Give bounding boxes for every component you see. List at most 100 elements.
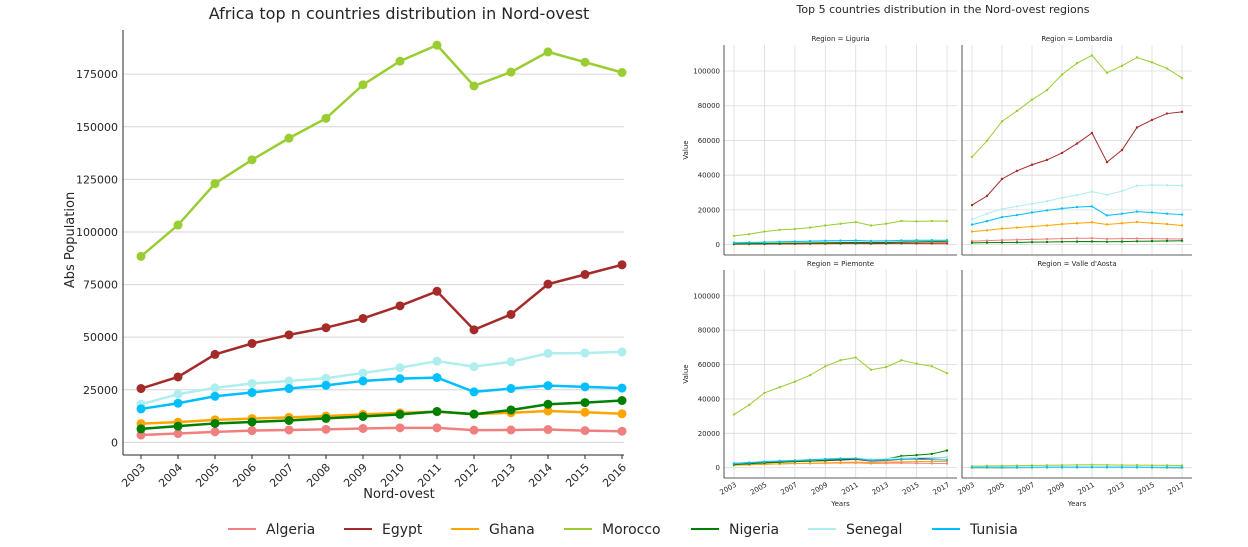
facet-point-algeria [1060, 237, 1064, 240]
main-point-tunisia [432, 373, 442, 383]
facet-series-senegal [970, 183, 1184, 221]
facet-point-tunisia [1045, 209, 1049, 212]
legend-entry-egypt: Egypt [344, 522, 423, 538]
main-point-tunisia [395, 374, 405, 384]
main-point-nigeria [395, 409, 405, 419]
facet-chart: Top 5 countries distribution in the Nord… [682, 3, 1192, 508]
facet-point-tunisia [1000, 215, 1004, 219]
main-x-tick-label: 2007 [267, 461, 296, 490]
facet-point-tunisia [930, 458, 933, 461]
facet-series-algeria [970, 236, 1184, 243]
main-point-nigeria [210, 418, 220, 428]
facet-point-tunisia [970, 466, 974, 469]
facet-point-egypt [1135, 126, 1139, 129]
facet-x-tick-label: 2013 [1107, 481, 1126, 497]
main-point-tunisia [506, 384, 516, 394]
facet-point-morocco [1030, 464, 1034, 467]
facet-series-tunisia [732, 457, 949, 465]
facet-point-tunisia [1030, 466, 1034, 469]
facet-point-ghana [1150, 221, 1154, 225]
facet-point-tunisia [1075, 205, 1079, 209]
facet-series-tunisia [970, 465, 1184, 469]
facet-point-morocco [1120, 64, 1124, 68]
main-point-tunisia [358, 376, 368, 386]
legend-entry-senegal: Senegal [808, 522, 902, 538]
facet-line-morocco [733, 356, 948, 415]
main-point-morocco [506, 67, 516, 77]
facet-y-tick-label: 100000 [693, 292, 720, 300]
facet-point-tunisia [985, 219, 989, 223]
facet-point-nigeria [1105, 240, 1109, 244]
facet-point-nigeria [1075, 240, 1079, 243]
facet-point-egypt [1000, 177, 1004, 181]
facet-x-tick-label: 2007 [779, 481, 798, 497]
facet-panel-region-valle-d-aosta: Region = Valle d'Aosta 2003 2005 2007 2009 20… [957, 260, 1192, 508]
facet-point-tunisia [808, 458, 812, 461]
main-point-senegal [247, 378, 257, 388]
legend-entry-morocco: Morocco [564, 522, 661, 538]
main-y-tick-label: 25000 [83, 384, 118, 397]
main-chart-xlabel: Nord-ovest [363, 487, 435, 502]
main-point-egypt [506, 309, 516, 319]
facet-point-algeria [1075, 237, 1079, 240]
facet-point-ghana [915, 460, 918, 463]
facet-point-tunisia [1105, 214, 1109, 217]
main-chart-x-ticks: 2003 2004 2005 2006 2007 2008 2009 2010 2011 2012… [119, 455, 629, 490]
facet-point-ghana [854, 460, 857, 464]
facet-point-tunisia [732, 241, 736, 245]
facet-point-morocco [748, 403, 751, 407]
facet-point-egypt [1150, 118, 1154, 122]
facet-point-morocco [869, 224, 873, 227]
main-point-algeria [506, 425, 516, 435]
facet-point-morocco [945, 371, 949, 375]
main-line-ghana [140, 409, 623, 425]
legend-label: Algeria [266, 522, 315, 538]
facet-point-senegal [1045, 199, 1049, 203]
facet-point-morocco [1120, 463, 1124, 467]
legend-entry-algeria: Algeria [228, 522, 315, 538]
facet-point-morocco [824, 365, 827, 368]
main-point-nigeria [543, 399, 553, 409]
main-x-tick-label: 2015 [563, 461, 592, 490]
facet-y-tick-label: 80000 [698, 327, 720, 335]
facet-point-morocco [915, 220, 918, 223]
legend-entry-ghana: Ghana [451, 522, 535, 538]
facet-point-morocco [1000, 120, 1004, 123]
main-point-algeria [432, 423, 442, 433]
facet-point-algeria [1030, 238, 1034, 241]
facet-point-algeria [1120, 237, 1124, 240]
main-point-algeria [580, 426, 590, 436]
facet-point-egypt [1165, 112, 1169, 115]
legend-label: Tunisia [969, 522, 1018, 538]
facet-point-morocco [854, 356, 857, 359]
facet-point-tunisia [824, 239, 827, 242]
facet-x-tick-label: 2007 [1017, 481, 1036, 497]
facet-point-nigeria [900, 454, 903, 458]
facet-series-tunisia [732, 239, 949, 245]
facet-point-morocco [763, 230, 766, 233]
facet-point-tunisia [1105, 465, 1109, 469]
facet-point-tunisia [1165, 212, 1169, 215]
main-line-chart: Africa top n countries distribution in N… [63, 4, 629, 502]
main-chart-ylabel: Abs Population [63, 192, 78, 288]
main-point-nigeria [321, 413, 331, 423]
facet-chart-title: Top 5 countries distribution in the Nord… [796, 3, 1090, 16]
main-chart-grid [122, 30, 624, 456]
main-x-tick-label: 2014 [526, 461, 555, 490]
facet-point-morocco [1075, 463, 1079, 467]
main-line-senegal [140, 350, 623, 406]
facet-point-tunisia [945, 458, 949, 462]
facet-point-tunisia [763, 240, 766, 244]
facet-point-morocco [884, 222, 888, 225]
facet-point-nigeria [945, 449, 949, 452]
main-point-nigeria [173, 421, 183, 431]
main-series-algeria [136, 423, 627, 440]
facet-point-egypt [1015, 169, 1019, 173]
facet-point-tunisia [778, 240, 781, 244]
facet-point-ghana [1000, 227, 1004, 230]
facet-line-senegal [971, 184, 1183, 220]
facet-point-senegal [1075, 193, 1079, 197]
facet-point-algeria [1180, 237, 1184, 241]
main-point-tunisia [247, 388, 257, 398]
